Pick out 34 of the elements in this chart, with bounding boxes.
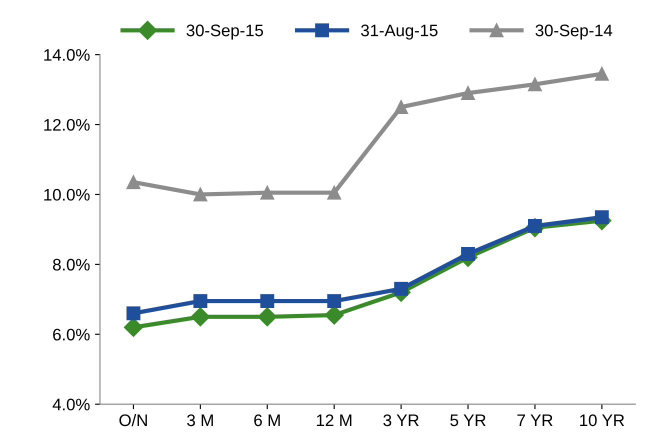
legend-label: 31-Aug-15 — [361, 24, 438, 40]
x-tick-label: O/N — [119, 414, 147, 426]
point — [461, 86, 475, 100]
legend-label: 30-Sep-15 — [186, 24, 264, 40]
point — [193, 294, 208, 308]
point — [594, 210, 609, 224]
x-tick-label: 10 YR — [580, 414, 624, 426]
x-tick-label: 12 M — [316, 414, 352, 426]
point — [258, 307, 277, 326]
x-tick-label: 5 YR — [450, 414, 486, 426]
point — [126, 306, 140, 320]
point — [327, 294, 342, 308]
y-tick-label: 10.0% — [44, 188, 90, 201]
point — [126, 175, 140, 190]
point — [394, 282, 408, 296]
legend-label: 30-Sep-14 — [536, 24, 612, 40]
point — [260, 294, 274, 308]
y-tick-label: 14.0% — [44, 49, 90, 61]
point — [327, 186, 342, 200]
point — [190, 307, 210, 326]
y-tick-label: 12.0% — [44, 118, 90, 131]
x-tick-label: 6 M — [254, 414, 280, 426]
point — [594, 66, 609, 81]
y-tick-label: 8.0% — [52, 258, 90, 271]
point — [394, 100, 408, 114]
point — [528, 77, 542, 92]
y-tick-label: 6.0% — [53, 328, 90, 341]
x-tick-label: 3 YR — [383, 414, 419, 426]
point — [193, 188, 208, 202]
point — [260, 186, 274, 200]
point — [461, 246, 475, 261]
x-tick-label: 7 YR — [517, 414, 553, 426]
x-tick-label: 3 M — [187, 414, 213, 426]
y-tick-label: 4.0% — [52, 398, 90, 410]
